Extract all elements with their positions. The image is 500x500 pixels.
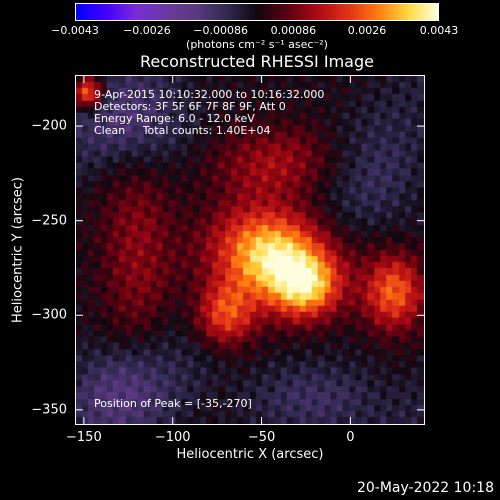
colorbar-tick-label: 0.0043 (419, 24, 459, 37)
colorbar-tick-label: −0.0043 (51, 24, 99, 37)
annotation-time-range: 9-Apr-2015 10:10:32.000 to 10:16:32.000 (94, 88, 325, 101)
x-tick-label: 0 (346, 430, 355, 445)
colorbar-unit-label: (photons cm⁻² s⁻¹ asec⁻²) (186, 38, 328, 51)
colorbar-tick-label: −0.00086 (193, 24, 248, 37)
plot-area (75, 75, 425, 425)
colorbar-tick-label: 0.00086 (270, 24, 317, 37)
y-tick-label: −350 (31, 402, 67, 418)
annotation-peak-position: Position of Peak = [-35,-270] (94, 397, 252, 410)
x-tick-label: −50 (247, 430, 276, 445)
colorbar (75, 3, 439, 21)
colorbar-tick-label: −0.0026 (123, 24, 171, 37)
y-tick-label: −200 (31, 118, 67, 134)
annotation-detectors: Detectors: 3F 5F 6F 7F 8F 9F, Att 0 (94, 100, 286, 113)
y-tick-label: −300 (31, 307, 67, 323)
plot-timestamp: 20-May-2022 10:18 (356, 480, 494, 496)
heatmap-image (76, 76, 424, 424)
colorbar-gradient (76, 4, 438, 20)
y-axis-label: Heliocentric Y (arcsec) (10, 177, 26, 323)
colorbar-tick-label: 0.0026 (347, 24, 387, 37)
axis-ticks (75, 75, 425, 425)
chart-title: Reconstructed RHESSI Image (140, 52, 374, 71)
annotation-energy-range: Energy Range: 6.0 - 12.0 keV (94, 112, 255, 125)
x-tick-label: −150 (66, 430, 102, 445)
annotation-clean-counts: Clean Total counts: 1.40E+04 (94, 124, 271, 137)
y-tick-label: −250 (31, 213, 67, 229)
x-axis-label: Heliocentric X (arcsec) (176, 447, 324, 462)
x-tick-label: −100 (154, 430, 191, 445)
